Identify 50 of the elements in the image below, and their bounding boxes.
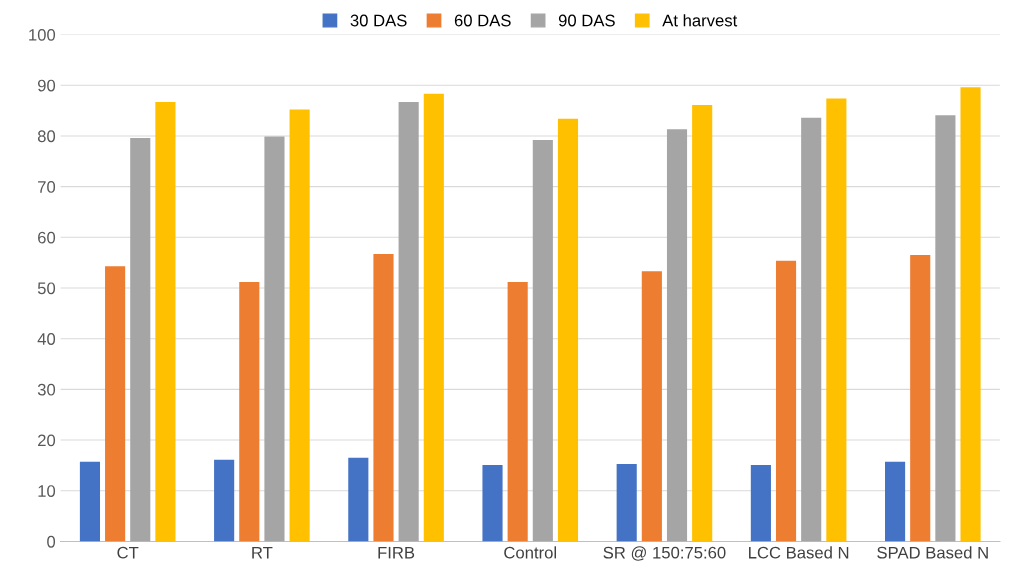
x-tick-label: Control (504, 546, 556, 559)
bar (423, 93, 444, 542)
bar (960, 87, 981, 542)
y-tick-label: 0 (47, 535, 56, 548)
bar (130, 137, 151, 542)
y-tick-label: 100 (29, 28, 56, 41)
y-tick-label: 60 (38, 231, 56, 244)
bar (641, 271, 662, 542)
bar (532, 139, 553, 542)
legend-label: 90 DAS (558, 14, 615, 27)
bar (155, 101, 176, 542)
bar (507, 281, 528, 542)
bar (885, 461, 906, 542)
bar (801, 117, 822, 542)
x-tick-label: SPAD Based N (877, 546, 988, 559)
x-tick-label: CT (117, 546, 139, 559)
y-tick-label: 70 (38, 181, 56, 193)
y-tick-label: 40 (37, 333, 56, 345)
bar (482, 464, 503, 542)
y-tick-label: 50 (37, 282, 56, 295)
x-tick-label: SR @ 150:75:60 (603, 546, 726, 561)
legend-label: 30 DAS (350, 14, 407, 27)
legend-label: 60 DAS (454, 14, 511, 27)
bar (239, 281, 260, 542)
bar (750, 464, 771, 542)
bar (348, 457, 369, 542)
bar (692, 105, 713, 542)
bar (935, 115, 956, 542)
x-tick-label: FIRB (378, 546, 415, 559)
bar (214, 459, 235, 542)
bar (616, 463, 637, 542)
y-tick-label: 20 (38, 434, 56, 447)
bar (289, 109, 310, 542)
x-tick-label: RT (252, 546, 273, 559)
bar (79, 461, 101, 542)
x-tick-label: LCC Based N (749, 546, 849, 559)
y-tick-label: 30 (37, 383, 56, 396)
bar (373, 254, 394, 542)
legend-label: At harvest (662, 14, 738, 27)
y-tick-label: 80 (37, 130, 56, 143)
bar (666, 129, 688, 542)
bar (910, 255, 931, 542)
y-tick-label: 90 (37, 79, 56, 92)
bar (557, 118, 579, 542)
bar (826, 98, 847, 542)
bar (775, 260, 797, 542)
bar (398, 101, 419, 542)
y-tick-label: 10 (38, 485, 56, 497)
bar (105, 266, 126, 542)
bar (264, 136, 285, 542)
